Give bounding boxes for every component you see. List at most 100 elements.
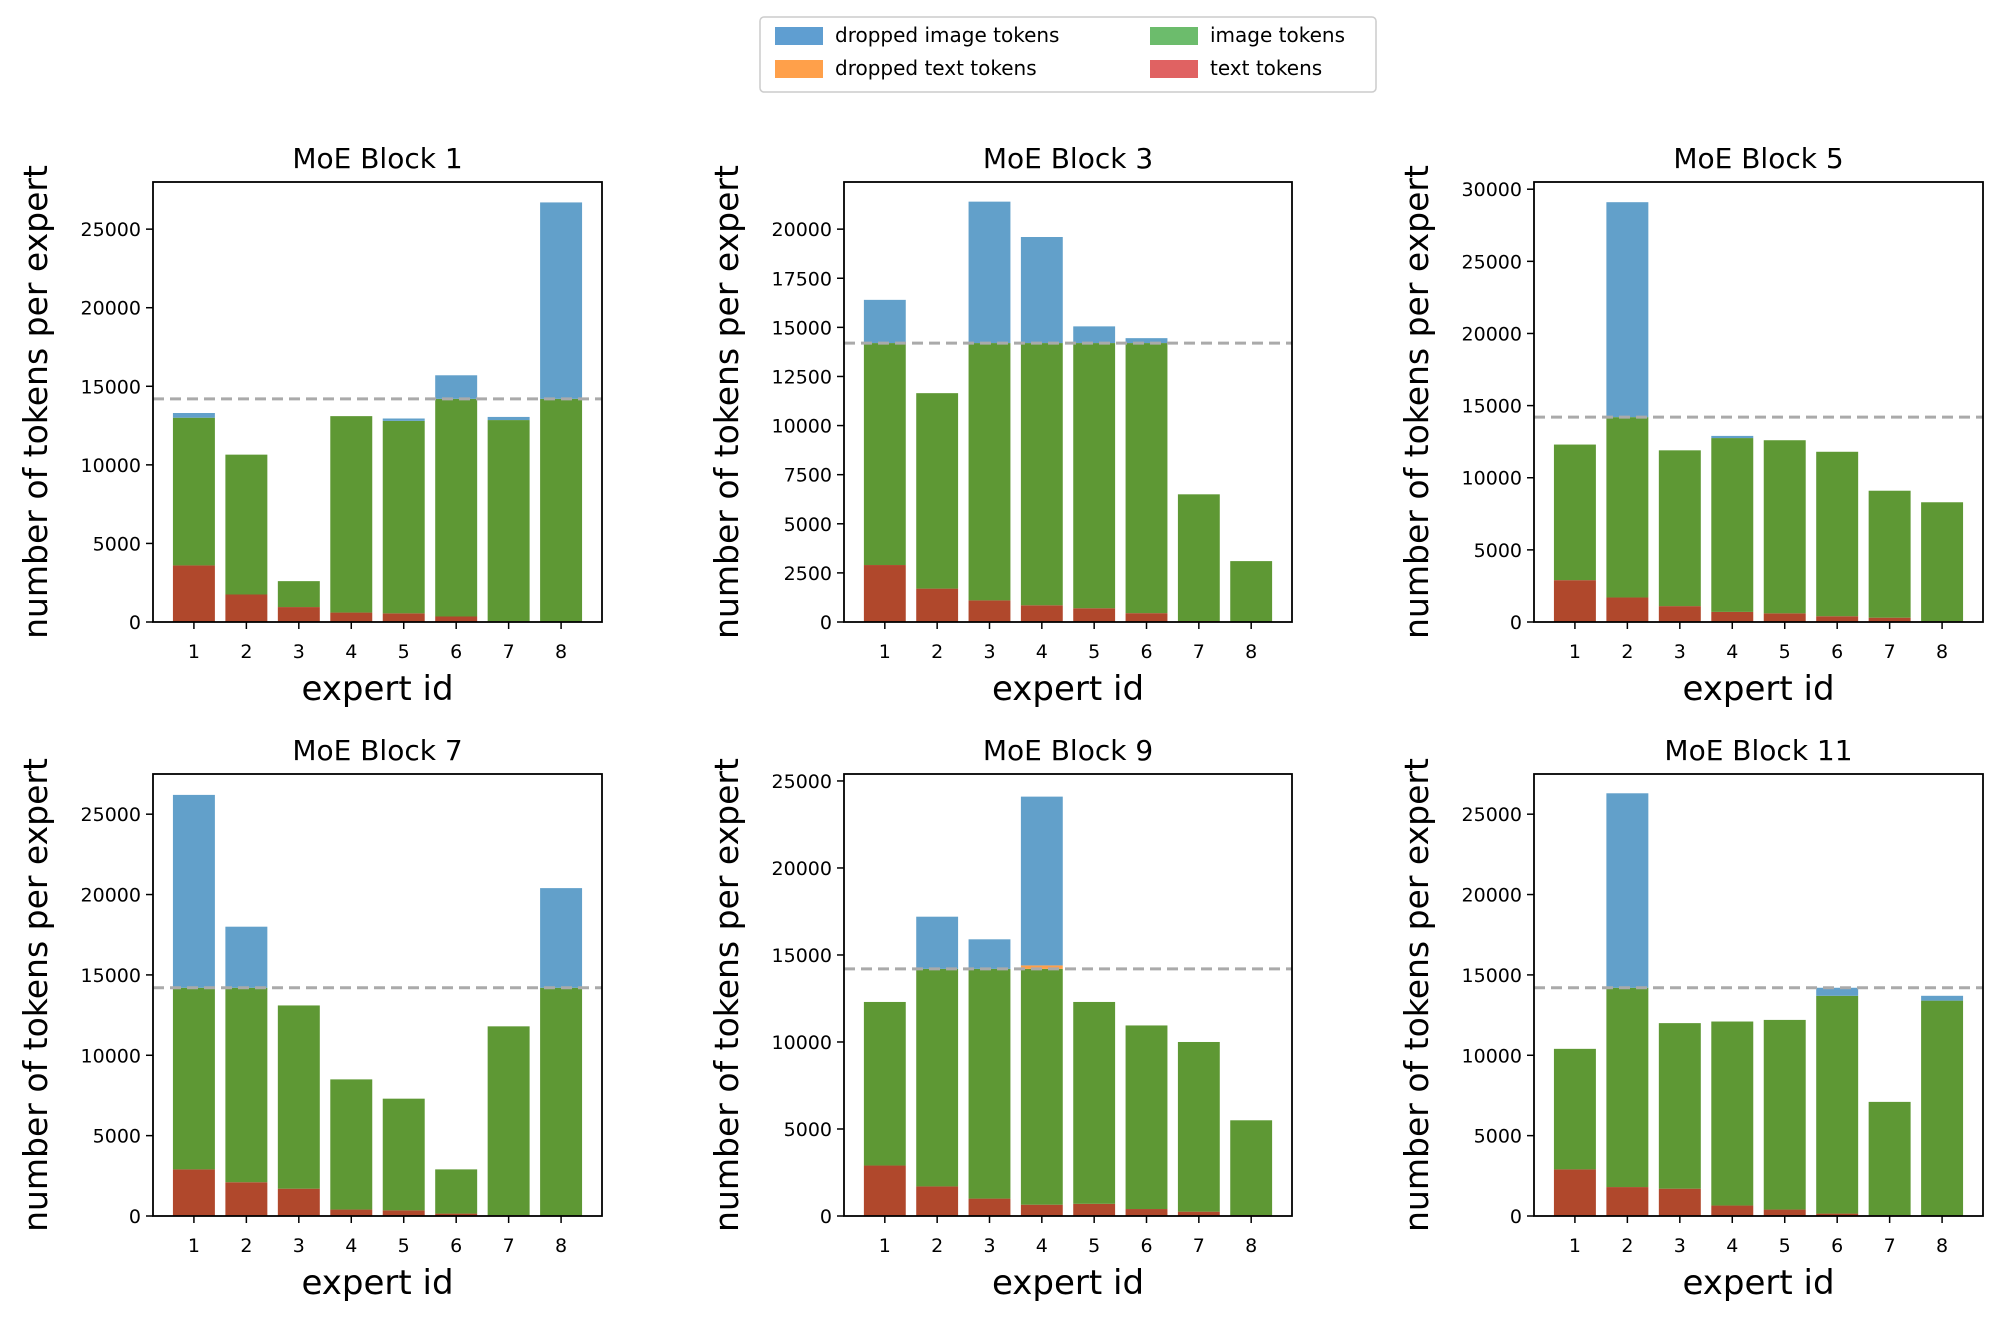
- bar-text-expert-7: [1868, 617, 1911, 622]
- y-axis-label: number of tokens per expert: [707, 165, 746, 639]
- legend-swatch-image: [1150, 27, 1198, 45]
- bar-dropped-image-expert-5: [382, 418, 425, 421]
- bar-image-expert-8: [1230, 1120, 1273, 1216]
- bar-image-expert-4: [330, 416, 373, 613]
- x-tick-label: 5: [1088, 641, 1100, 663]
- bar-dropped-text-expert-4: [1020, 965, 1063, 969]
- x-tick-label: 4: [345, 641, 357, 663]
- bar-text-expert-4: [330, 1209, 373, 1216]
- y-tick-label: 15000: [772, 317, 832, 339]
- bar-image-expert-6: [1125, 1025, 1168, 1210]
- x-tick-label: 6: [1831, 641, 1843, 663]
- panel-3: 0 5000 10000 15000 20000 25000 30000 1 2 3 4 5 6 7 8 Mo…: [1397, 142, 1984, 709]
- bar-dropped-image-expert-4: [1020, 796, 1063, 966]
- y-axis-label: number of tokens per expert: [16, 165, 55, 639]
- x-tick-label: 2: [1621, 641, 1633, 663]
- bar-image-expert-2: [1606, 987, 1649, 1188]
- y-tick-label: 30000: [1462, 179, 1522, 201]
- bar-text-expert-5: [1763, 1209, 1806, 1216]
- y-tick-label: 25000: [772, 771, 832, 793]
- bar-image-expert-3: [968, 968, 1011, 1199]
- y-tick-label: 25000: [1462, 251, 1522, 273]
- bar-text-expert-2: [225, 1182, 268, 1216]
- panel-title: MoE Block 11: [1664, 734, 1852, 767]
- bar-image-expert-5: [1073, 343, 1116, 609]
- y-axis-label: number of tokens per expert: [1397, 165, 1436, 639]
- bar-text-expert-2: [916, 1186, 959, 1216]
- y-tick-label: 0: [1510, 1206, 1522, 1228]
- panel-title: MoE Block 5: [1673, 142, 1843, 175]
- bar-image-expert-1: [863, 343, 906, 566]
- bar-image-expert-7: [1177, 494, 1220, 622]
- y-tick-label: 20000: [1462, 885, 1522, 907]
- bar-image-expert-3: [277, 1005, 320, 1189]
- legend-swatch-dropped_text: [775, 60, 823, 78]
- bar-dropped-image-expert-5: [1073, 326, 1116, 344]
- y-tick-label: 5000: [784, 1119, 832, 1141]
- x-tick-label: 2: [240, 641, 252, 663]
- x-tick-label: 7: [1884, 1235, 1896, 1257]
- y-tick-label: 20000: [81, 885, 141, 907]
- bar-dropped-image-expert-6: [1816, 987, 1859, 996]
- bar-image-expert-3: [968, 343, 1011, 601]
- x-tick-label: 2: [931, 641, 943, 663]
- x-axis-label: expert id: [1682, 669, 1834, 709]
- bar-text-expert-3: [277, 1188, 320, 1216]
- y-tick-label: 10000: [772, 416, 832, 438]
- y-tick-label: 20000: [81, 298, 141, 320]
- x-tick-label: 4: [1726, 1235, 1738, 1257]
- bar-image-expert-6: [435, 1169, 478, 1214]
- axes-frame: [1533, 773, 1984, 1217]
- bar-image-expert-5: [1763, 440, 1806, 614]
- x-tick-label: 3: [293, 1235, 305, 1257]
- x-tick-label: 7: [1884, 641, 1896, 663]
- x-tick-label: 1: [879, 1235, 891, 1257]
- y-tick-label: 5000: [93, 1126, 141, 1148]
- y-tick-label: 5000: [93, 533, 141, 555]
- y-axis-label: number of tokens per expert: [1397, 758, 1436, 1232]
- bar-image-expert-5: [382, 420, 425, 614]
- y-tick-label: 10000: [772, 1032, 832, 1054]
- bar-image-expert-5: [1073, 1001, 1116, 1204]
- bar-image-expert-7: [1177, 1041, 1220, 1212]
- x-tick-label: 4: [1036, 1235, 1048, 1257]
- y-tick-label: 0: [129, 1206, 141, 1228]
- bar-text-expert-5: [1073, 608, 1116, 622]
- y-tick-label: 15000: [1462, 965, 1522, 987]
- y-tick-label: 10000: [1462, 468, 1522, 490]
- legend-label-image: image tokens: [1210, 23, 1345, 47]
- bar-image-expert-8: [540, 987, 583, 1216]
- bar-text-expert-6: [435, 616, 478, 622]
- y-tick-label: 25000: [81, 219, 141, 241]
- x-tick-label: 6: [450, 641, 462, 663]
- bar-text-expert-1: [1553, 1169, 1596, 1216]
- bar-image-expert-1: [863, 1001, 906, 1166]
- bar-image-expert-8: [1921, 502, 1964, 622]
- bar-dropped-image-expert-8: [540, 888, 583, 988]
- y-tick-label: 0: [820, 1206, 832, 1228]
- x-tick-label: 3: [1674, 641, 1686, 663]
- x-tick-label: 5: [398, 641, 410, 663]
- panel-2: 0 2500 5000 7500 10000 12500 15000 17500 20000 1 2…: [707, 142, 1293, 709]
- bar-text-expert-1: [863, 565, 906, 622]
- bar-dropped-image-expert-2: [1606, 202, 1649, 418]
- x-tick-label: 8: [1936, 641, 1948, 663]
- bar-text-expert-5: [382, 613, 425, 622]
- panel-title: MoE Block 1: [292, 142, 462, 175]
- bar-text-expert-2: [225, 594, 268, 622]
- bar-dropped-image-expert-8: [1921, 995, 1964, 1001]
- bar-text-expert-1: [172, 1169, 215, 1216]
- bar-text-expert-5: [1763, 613, 1806, 622]
- bar-text-expert-1: [863, 1165, 906, 1216]
- panel-5: 0 5000 10000 15000 20000 25000 1 2 3 4 5 6 7 8 MoE Blo…: [707, 734, 1293, 1303]
- y-tick-label: 5000: [1474, 540, 1522, 562]
- y-tick-label: 0: [1510, 612, 1522, 634]
- bar-text-expert-6: [1816, 1213, 1859, 1216]
- axes-frame: [843, 773, 1293, 1217]
- bar-text-expert-6: [1125, 1209, 1168, 1216]
- bar-dropped-image-expert-3: [968, 201, 1011, 344]
- y-tick-label: 5000: [1474, 1126, 1522, 1148]
- x-tick-label: 1: [188, 641, 200, 663]
- bar-text-expert-3: [277, 607, 320, 622]
- bar-text-expert-6: [1816, 616, 1859, 622]
